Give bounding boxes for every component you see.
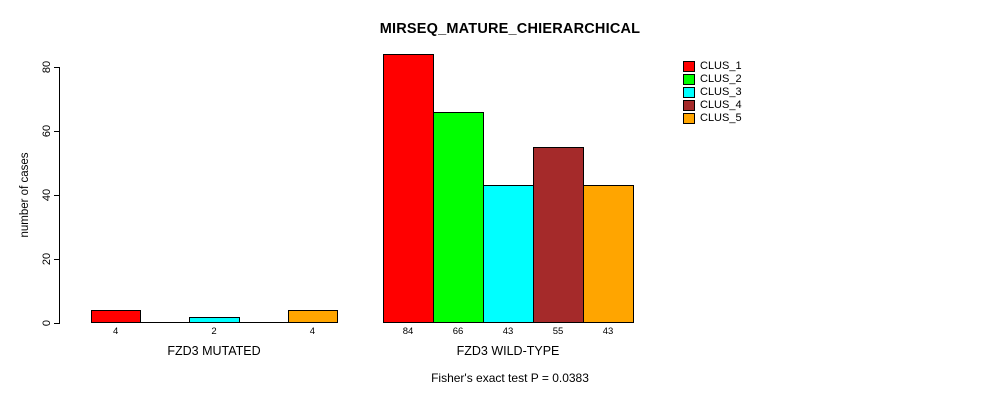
- bar-clus-4-fzd3-wild-type: [533, 147, 584, 323]
- y-axis-line: [59, 67, 60, 324]
- legend: CLUS_1 CLUS_2 CLUS_3 CLUS_4 CLUS_5: [683, 61, 742, 126]
- x-group-label-fzd3-mutated: FZD3 MUTATED: [167, 344, 261, 358]
- bar-value-label-clus-1-fzd3-wild-type: 84: [402, 326, 414, 337]
- bar-clus-3-fzd3-mutated: [189, 316, 240, 323]
- legend-color-swatch-clus-2: [683, 74, 695, 85]
- legend-color-swatch-clus-4: [683, 100, 695, 111]
- bar-clus-3-fzd3-wild-type: [483, 185, 534, 323]
- bar-value-label-clus-2-fzd3-wild-type: 66: [452, 326, 464, 337]
- zero-bar-clus-4-fzd3-mutated: [238, 322, 289, 323]
- bar-clus-2-fzd3-wild-type: [433, 111, 484, 323]
- legend-color-swatch-clus-5: [683, 113, 695, 124]
- y-tick-label: 40: [41, 188, 53, 202]
- legend-item-clus-2: CLUS_2: [683, 74, 742, 85]
- chart-title: MIRSEQ_MATURE_CHIERARCHICAL: [379, 21, 641, 37]
- y-axis-tick: [54, 130, 59, 132]
- y-axis-tick: [54, 258, 59, 260]
- y-tick-label: 20: [41, 252, 53, 266]
- bar-value-label-clus-3-fzd3-wild-type: 43: [502, 326, 514, 337]
- bar-value-label-clus-5-fzd3-mutated: 4: [309, 326, 316, 337]
- legend-label: CLUS_4: [700, 99, 742, 111]
- bar-value-label-clus-5-fzd3-wild-type: 43: [602, 326, 614, 337]
- legend-label: CLUS_3: [700, 86, 742, 98]
- y-axis-tick: [54, 194, 59, 196]
- bar-clus-5-fzd3-wild-type: [583, 185, 634, 323]
- x-group-label-fzd3-wild-type: FZD3 WILD-TYPE: [456, 344, 560, 358]
- legend-label: CLUS_2: [700, 73, 742, 85]
- bar-clus-5-fzd3-mutated: [287, 310, 338, 323]
- legend-item-clus-5: CLUS_5: [683, 113, 742, 124]
- fisher-test-annotation: Fisher's exact test P = 0.0383: [431, 371, 589, 385]
- bar-value-label-clus-3-fzd3-mutated: 2: [211, 326, 217, 337]
- legend-color-swatch-clus-3: [683, 87, 695, 98]
- legend-item-clus-1: CLUS_1: [683, 61, 742, 72]
- bar-value-label-clus-1-fzd3-mutated: 4: [112, 326, 119, 337]
- zero-bar-clus-2-fzd3-mutated: [140, 322, 191, 323]
- y-tick-label: 60: [41, 124, 53, 138]
- y-axis-tick: [54, 322, 59, 324]
- bar-clus-1-fzd3-wild-type: [383, 54, 434, 323]
- legend-item-clus-4: CLUS_4: [683, 100, 742, 111]
- legend-label: CLUS_1: [700, 60, 742, 72]
- legend-color-swatch-clus-1: [683, 61, 695, 72]
- bar-clus-1-fzd3-mutated: [91, 310, 142, 323]
- legend-item-clus-3: CLUS_3: [683, 87, 742, 98]
- bar-value-label-clus-4-fzd3-wild-type: 55: [552, 326, 564, 337]
- y-axis-tick: [54, 66, 59, 68]
- legend-label: CLUS_5: [700, 112, 742, 124]
- y-tick-label: 0: [41, 319, 53, 327]
- y-tick-label: 80: [41, 60, 53, 74]
